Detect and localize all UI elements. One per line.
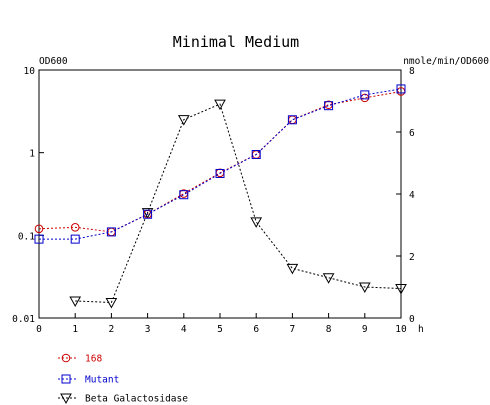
x-tick-label: 8 [326,324,332,335]
point-168 [288,115,297,125]
right-tick-label: 4 [409,190,415,201]
series-line-mutant [39,88,402,240]
point-mutant [70,234,80,244]
x-tick-label: 6 [253,324,259,335]
right-tick-label: 0 [409,314,415,325]
legend-item-mutant: Mutant [58,374,119,386]
x-tick-label: 1 [72,324,78,335]
point-mutant [34,234,44,244]
point-beta-galactosidase [214,99,226,111]
chart-title: Minimal Medium [173,33,299,51]
point-mutant [143,209,153,219]
point-beta-galactosidase [286,263,299,275]
left-axis-label: OD600 [39,56,68,67]
x-tick-label: 5 [217,324,223,335]
x-tick-label: 10 [395,324,407,335]
series-line-beta-galactosidase [75,103,402,304]
point-mutant [360,90,370,100]
x-tick-label: 7 [290,324,296,335]
series-layer [34,84,407,309]
left-tick-label: 0.1 [18,231,35,242]
x-tick-label: 9 [362,324,368,335]
legend-label: Mutant [85,375,119,386]
point-beta-galactosidase [395,284,407,295]
legend-label: 168 [85,354,102,365]
point-beta-galactosidase [177,115,190,126]
point-beta-galactosidase [358,282,371,294]
left-tick-label: 0.01 [12,314,35,325]
x-axis-unit-label: h [418,324,424,335]
right-tick-label: 8 [409,66,415,77]
point-mutant [106,227,116,237]
point-beta-galactosidase [250,217,263,228]
x-tick-label: 0 [36,324,42,335]
right-tick-label: 6 [409,128,415,139]
legend: 168 Mutant Beta Galactosidase [58,354,188,405]
point-beta-galactosidase [322,273,335,284]
series-mutant [34,84,406,244]
point-mutant [179,190,189,200]
legend-marker [61,374,71,384]
plot-frame [38,69,402,319]
point-168 [70,223,80,232]
legend-marker [60,393,72,405]
x-tick-label: 3 [145,324,151,335]
x-tick-label: 2 [109,324,115,335]
legend-item-beta-galactosidase: Beta Galactosidase [58,393,188,405]
series-line-168 [38,90,402,233]
left-tick-label: 1 [29,149,35,160]
point-beta-galactosidase [105,298,118,309]
point-beta-galactosidase [69,296,82,307]
right-tick-label: 2 [409,252,415,263]
point-mutant [396,84,406,94]
point-168 [34,224,44,234]
point-mutant [215,168,225,178]
point-mutant [324,101,334,111]
legend-item-168: 168 [58,354,102,365]
x-tick-label: 4 [181,324,187,335]
legend-label: Beta Galactosidase [85,394,188,405]
legend-marker [61,353,71,363]
point-mutant [287,115,297,125]
left-tick-label: 10 [24,66,36,77]
series-beta-galactosidase [69,99,407,309]
right-axis-label: nmole/min/OD600 [403,56,489,67]
point-mutant [251,150,261,160]
